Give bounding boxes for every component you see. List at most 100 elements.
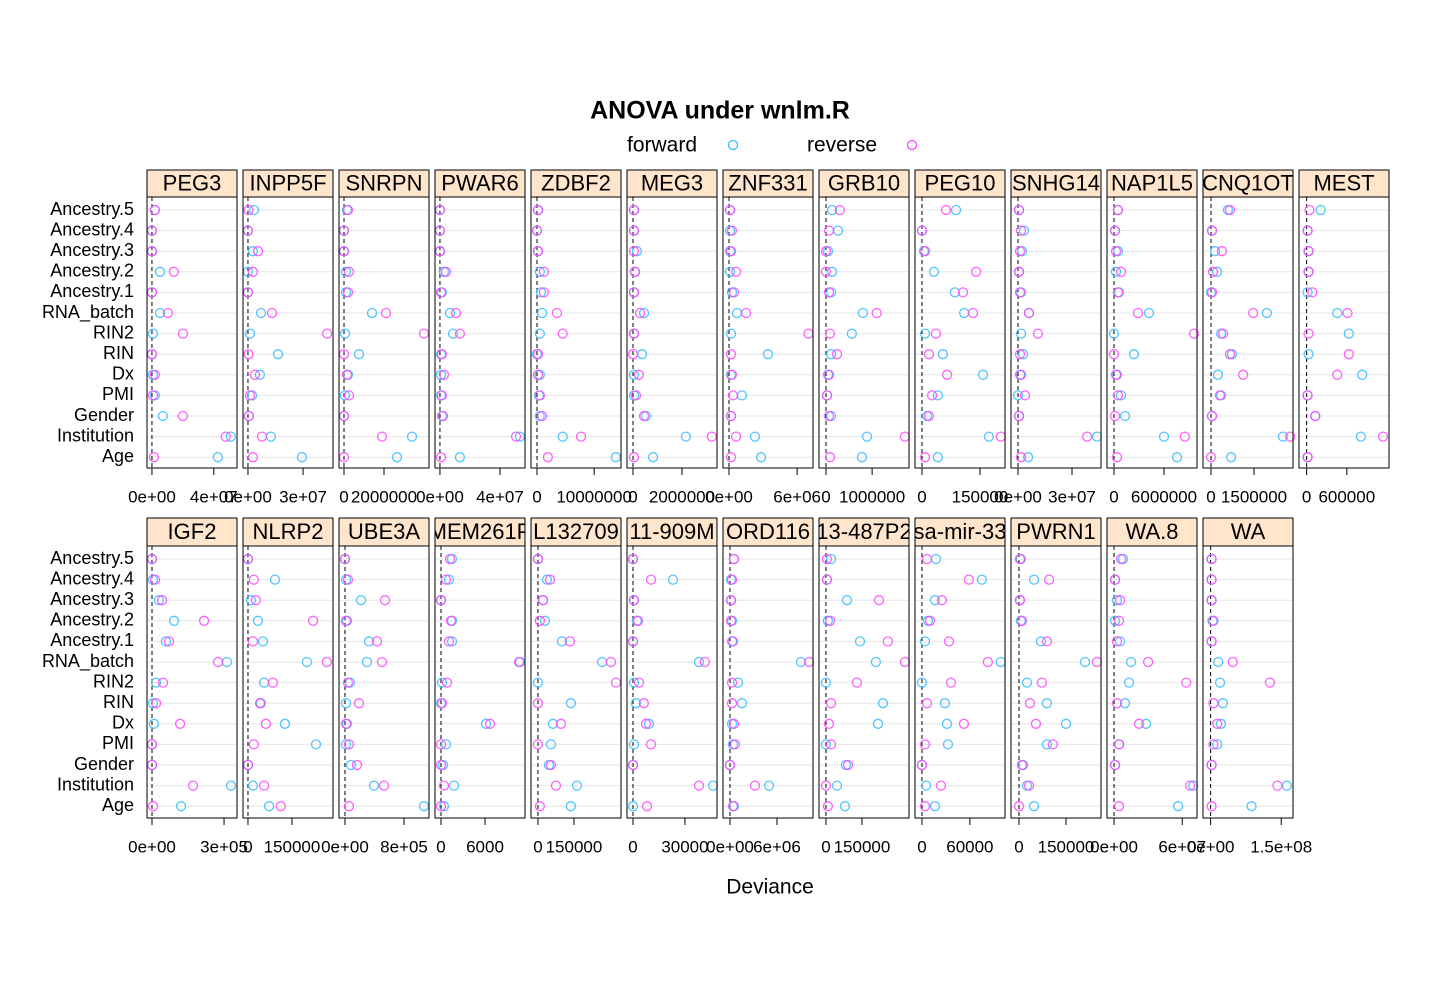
point: [254, 369, 266, 380]
point: [147, 698, 159, 709]
point: [627, 553, 639, 565]
point: [693, 656, 705, 668]
point: [340, 266, 352, 277]
point: [340, 615, 352, 626]
point: [418, 801, 430, 812]
x-tick-label: 0: [532, 487, 541, 506]
strip-title: SNHG14: [1012, 170, 1100, 195]
point: [610, 677, 622, 688]
point: [321, 328, 333, 339]
point: [436, 349, 448, 360]
x-tick-label: 0e+00: [416, 487, 464, 506]
point: [266, 307, 278, 319]
point: [727, 636, 739, 647]
point: [628, 287, 640, 298]
strip-title: ORD116: [726, 519, 810, 544]
strip-title: 13-487P2: [816, 519, 911, 544]
point: [727, 390, 739, 401]
point: [340, 698, 352, 709]
point: [1212, 739, 1223, 750]
x-tick-label: 8e+05: [380, 837, 428, 856]
point: [532, 553, 544, 565]
point: [706, 431, 718, 442]
point: [726, 574, 738, 585]
point: [363, 636, 375, 647]
x-tick-label: 6000: [466, 837, 504, 856]
strip: [1106, 517, 1198, 547]
point: [532, 369, 544, 380]
point: [941, 718, 953, 729]
point: [565, 698, 576, 709]
point: [1028, 801, 1040, 812]
panel: 11-909M 0 30000: [626, 517, 719, 856]
point: [823, 369, 835, 380]
point: [834, 204, 845, 216]
point: [378, 780, 390, 791]
strip-title: MEM261P: [429, 519, 532, 544]
strip: [1106, 169, 1198, 198]
point: [1019, 390, 1031, 401]
point: [1060, 718, 1072, 729]
y-tick-label: Gender: [74, 754, 134, 774]
point: [977, 369, 989, 380]
point: [725, 452, 737, 463]
point: [749, 431, 761, 442]
panel-frame: [242, 196, 334, 469]
point: [187, 780, 199, 791]
point: [1114, 636, 1126, 647]
point: [1014, 595, 1026, 606]
x-axis-label: Deviance: [726, 876, 814, 899]
point: [1015, 225, 1027, 236]
point: [629, 266, 641, 277]
point: [539, 615, 551, 626]
strip: [914, 169, 1006, 198]
point: [732, 677, 744, 688]
point: [638, 410, 650, 422]
point: [730, 431, 742, 442]
x-tick-label: 150000: [264, 837, 321, 856]
y-tick-label: RIN: [103, 692, 134, 712]
point: [254, 698, 266, 709]
point: [537, 595, 549, 606]
x-tick-label: 0: [917, 837, 926, 856]
panel: SNRPN 0 2000000: [338, 169, 430, 506]
point: [438, 801, 450, 812]
point: [447, 328, 459, 339]
point: [627, 759, 639, 771]
strip-title: PWRN1: [1016, 519, 1095, 544]
point: [1133, 718, 1145, 729]
point: [435, 801, 447, 812]
x-tick-label: 4e+07: [190, 487, 238, 506]
point: [1012, 390, 1024, 401]
point: [826, 204, 838, 216]
point: [571, 780, 583, 791]
panel: 13-487P2 0 150000: [816, 517, 911, 856]
point: [1206, 636, 1217, 647]
point: [929, 801, 941, 812]
point: [443, 574, 455, 585]
x-tick-label: 3e+07: [1048, 487, 1096, 506]
point: [1035, 636, 1047, 647]
point: [157, 410, 169, 422]
point: [1264, 677, 1276, 688]
x-tick-label: 60000: [946, 837, 993, 856]
point: [149, 574, 161, 585]
point: [444, 307, 456, 319]
x-tick-label: 6e+07: [1158, 837, 1206, 856]
point: [244, 328, 256, 339]
point: [1208, 739, 1219, 750]
point: [255, 307, 267, 319]
point: [1208, 615, 1219, 626]
point: [628, 328, 640, 339]
point: [1332, 307, 1343, 319]
panel: PWRN1 0 150000: [1010, 517, 1103, 856]
strip: [722, 169, 814, 198]
point: [628, 204, 640, 216]
point: [1303, 266, 1314, 277]
panel: PEG10 0 150000: [914, 169, 1008, 506]
point: [1014, 246, 1026, 257]
point: [258, 780, 270, 791]
point: [545, 739, 557, 750]
point: [1140, 718, 1152, 729]
panel: ORD116 0e+00 6e+06: [706, 517, 815, 856]
